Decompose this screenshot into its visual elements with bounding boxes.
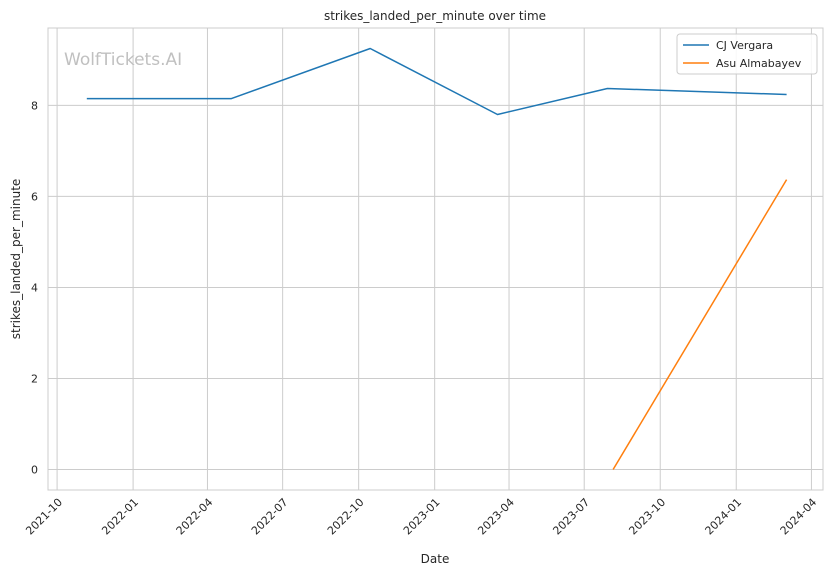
x-axis-title: Date (421, 552, 450, 566)
x-tick-label: 2023-01 (401, 496, 443, 538)
legend-label: CJ Vergara (716, 39, 773, 52)
y-axis-title: strikes_landed_per_minute (9, 179, 23, 340)
x-tick-label: 2024-04 (778, 496, 820, 538)
x-tick-label: 2022-01 (99, 496, 141, 538)
y-tick-label: 4 (31, 281, 38, 294)
x-tick-label: 2022-04 (174, 496, 216, 538)
x-tick-label: 2021-10 (23, 496, 65, 538)
y-tick-label: 8 (31, 99, 38, 112)
watermark-text: WolfTickets.AI (64, 50, 182, 70)
y-tick-label: 6 (31, 190, 38, 203)
tick-labels: 2021-10 2022-01 2022-04 2022-07 2022-10 2023-… (23, 99, 819, 537)
y-tick-label: 0 (31, 464, 38, 477)
x-tick-label: 2022-07 (249, 496, 291, 538)
series-lines (86, 47, 788, 470)
legend-label: Asu Almabayev (716, 57, 802, 70)
x-tick-label: 2023-10 (626, 496, 668, 538)
plot-frame (47, 27, 824, 491)
x-tick-label: 2023-04 (475, 496, 517, 538)
x-tick-label: 2023-07 (550, 496, 592, 538)
chart-title: strikes_landed_per_minute over time (324, 9, 546, 23)
grid-lines (48, 28, 823, 490)
legend-box (676, 33, 818, 75)
y-tick-label: 2 (31, 372, 38, 385)
series-line-asu-almabayev (612, 179, 788, 470)
x-tick-label: 2024-01 (703, 496, 745, 538)
x-tick-label: 2022-10 (325, 496, 367, 538)
legend: CJ Vergara Asu Almabayev (676, 33, 818, 75)
series-line-cj-vergara (86, 47, 787, 116)
